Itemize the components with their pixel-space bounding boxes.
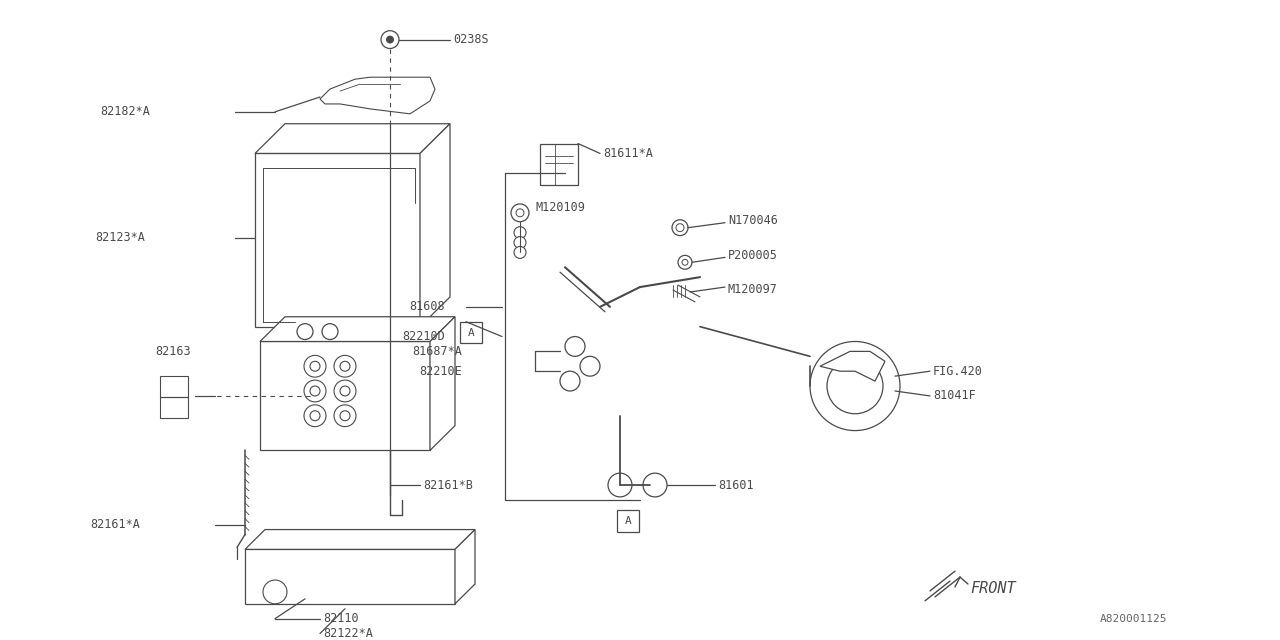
Polygon shape <box>244 529 475 549</box>
Circle shape <box>515 227 526 239</box>
Polygon shape <box>820 351 884 381</box>
Bar <box>617 510 639 532</box>
Bar <box>160 376 188 418</box>
Text: FRONT: FRONT <box>970 582 1015 596</box>
Text: 82123*A: 82123*A <box>95 231 145 244</box>
Text: A: A <box>625 516 631 525</box>
Circle shape <box>678 255 692 269</box>
Polygon shape <box>260 317 454 342</box>
Circle shape <box>515 246 526 259</box>
Text: 81611*A: 81611*A <box>603 147 653 160</box>
Text: M120109: M120109 <box>535 202 585 214</box>
Circle shape <box>305 355 326 377</box>
Circle shape <box>515 237 526 248</box>
Text: 81041F: 81041F <box>933 389 975 403</box>
Text: A: A <box>467 328 475 337</box>
Bar <box>244 549 454 604</box>
Circle shape <box>334 380 356 402</box>
Circle shape <box>516 209 524 217</box>
Polygon shape <box>454 529 475 604</box>
Circle shape <box>511 204 529 221</box>
Bar <box>460 322 483 344</box>
Text: 82182*A: 82182*A <box>100 106 150 118</box>
Text: N170046: N170046 <box>728 214 778 227</box>
Circle shape <box>682 259 689 265</box>
Text: 0238S: 0238S <box>453 33 489 46</box>
Text: A820001125: A820001125 <box>1100 614 1167 623</box>
Text: 81687*A: 81687*A <box>412 345 462 358</box>
Circle shape <box>310 362 320 371</box>
Circle shape <box>672 220 689 236</box>
Text: 82110: 82110 <box>323 612 358 625</box>
Circle shape <box>608 473 632 497</box>
Polygon shape <box>430 317 454 451</box>
Text: FIG.420: FIG.420 <box>933 365 983 378</box>
Bar <box>260 342 430 451</box>
Text: 82210D: 82210D <box>402 330 445 343</box>
Text: 81608: 81608 <box>410 300 445 314</box>
Text: 82161*B: 82161*B <box>422 479 472 492</box>
Text: 82163: 82163 <box>155 345 191 358</box>
Circle shape <box>340 411 349 420</box>
Bar <box>540 143 579 185</box>
Circle shape <box>334 405 356 427</box>
Circle shape <box>580 356 600 376</box>
Circle shape <box>643 473 667 497</box>
Circle shape <box>262 580 287 604</box>
Text: M120097: M120097 <box>728 282 778 296</box>
Circle shape <box>310 386 320 396</box>
Text: 81601: 81601 <box>718 479 754 492</box>
Circle shape <box>340 386 349 396</box>
Circle shape <box>381 31 399 49</box>
Text: 82161*A: 82161*A <box>90 518 140 531</box>
Circle shape <box>387 36 394 44</box>
Circle shape <box>323 324 338 339</box>
Text: 82122*A: 82122*A <box>323 627 372 640</box>
Circle shape <box>827 358 883 413</box>
Circle shape <box>564 337 585 356</box>
Circle shape <box>310 411 320 420</box>
Polygon shape <box>420 124 451 326</box>
Circle shape <box>561 371 580 391</box>
Text: 82210E: 82210E <box>420 365 462 378</box>
Polygon shape <box>255 124 451 154</box>
Circle shape <box>305 405 326 427</box>
Text: P200005: P200005 <box>728 249 778 262</box>
Circle shape <box>305 380 326 402</box>
Circle shape <box>340 362 349 371</box>
Circle shape <box>810 342 900 431</box>
Circle shape <box>676 224 684 232</box>
Circle shape <box>334 355 356 377</box>
Bar <box>255 154 420 326</box>
Circle shape <box>297 324 314 339</box>
